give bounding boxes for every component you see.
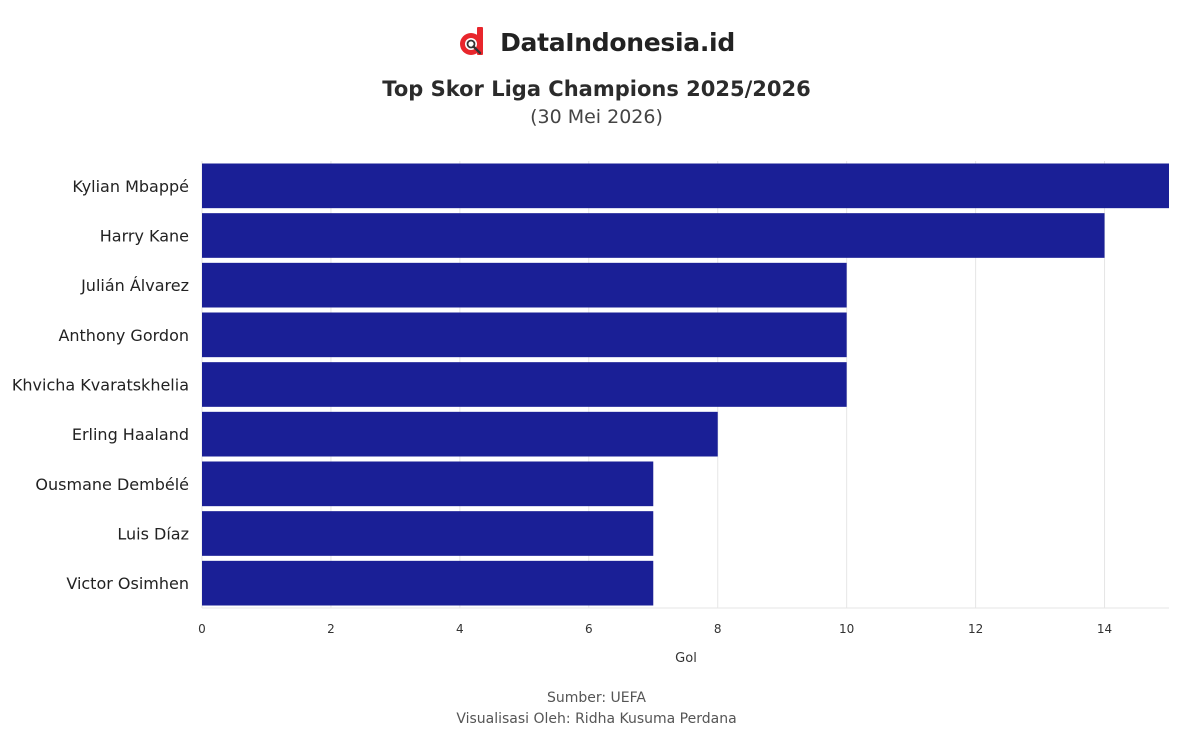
bar[interactable] <box>202 163 1169 209</box>
y-category-label: Luis Díaz <box>117 525 189 544</box>
x-tick-label: 12 <box>968 622 983 636</box>
y-category-label: Erling Haaland <box>72 425 189 444</box>
bar[interactable] <box>202 560 654 606</box>
credit-note: Visualisasi Oleh: Ridha Kusuma Perdana <box>456 711 737 727</box>
x-tick-label: 0 <box>198 622 206 636</box>
bar[interactable] <box>202 411 718 457</box>
bars <box>202 163 1169 606</box>
brand-header: DataIndonesia.id <box>0 26 1193 58</box>
source-note: Sumber: UEFA <box>546 690 646 706</box>
x-tick-label: 6 <box>585 622 593 636</box>
y-category-label: Victor Osimhen <box>66 574 189 593</box>
bar-chart: Kylian Mbappé Harry Kane Julián Álvarez Ant… <box>12 161 1169 666</box>
x-axis-ticks: 0 2 4 6 8 10 12 14 <box>198 622 1112 636</box>
y-category-label: Ousmane Dembélé <box>35 475 189 494</box>
y-category-label: Anthony Gordon <box>58 326 189 345</box>
x-tick-label: 4 <box>456 622 464 636</box>
x-axis-label: Gol <box>675 651 697 666</box>
y-category-label: Kylian Mbappé <box>72 177 189 196</box>
bar[interactable] <box>202 511 654 556</box>
dataindonesia-logo-icon <box>460 27 484 55</box>
x-tick-label: 10 <box>839 622 854 636</box>
bar[interactable] <box>202 312 847 358</box>
bar[interactable] <box>202 262 847 308</box>
bar[interactable] <box>202 362 847 407</box>
y-category-label: Khvicha Kvaratskhelia <box>12 376 189 395</box>
x-tick-label: 14 <box>1097 622 1112 636</box>
x-tick-label: 2 <box>327 622 335 636</box>
bar[interactable] <box>202 461 654 507</box>
x-tick-label: 8 <box>714 622 722 636</box>
y-axis-labels: Kylian Mbappé Harry Kane Julián Álvarez Ant… <box>12 177 189 593</box>
chart-title: Top Skor Liga Champions 2025/2026 <box>382 77 811 101</box>
y-category-label: Julián Álvarez <box>80 276 189 295</box>
chart-subtitle: (30 Mei 2026) <box>530 106 663 128</box>
brand-name: DataIndonesia.id <box>500 27 735 57</box>
bar[interactable] <box>202 213 1105 258</box>
y-category-label: Harry Kane <box>100 227 189 246</box>
